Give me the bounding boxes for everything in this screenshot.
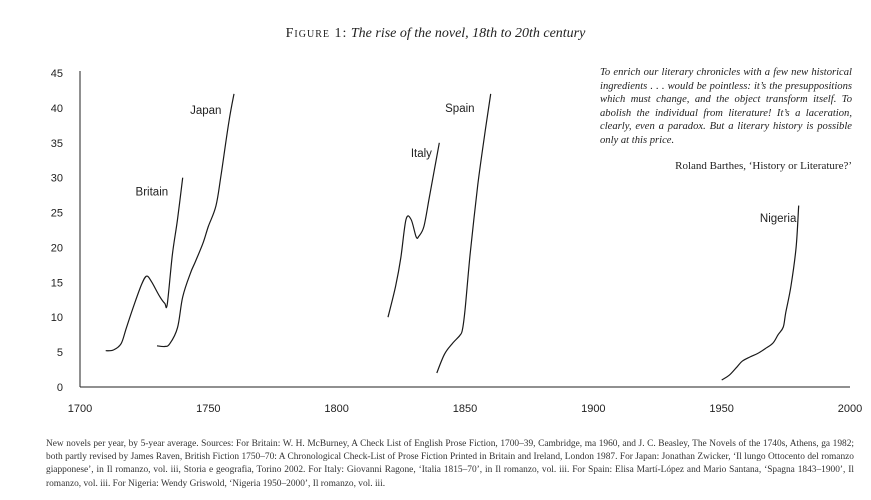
series-label-japan: Japan [190, 105, 221, 117]
figure-title-text: The rise of the novel, 18th to 20th cent… [350, 26, 586, 41]
y-tick-label: 35 [51, 138, 63, 150]
series-line-britain [105, 177, 184, 352]
epigraph-attribution: Roland Barthes, ‘History or Literature?’ [675, 160, 852, 172]
chart: 0 5 10 15 20 25 30 35 40 45 1700 1750 1800 1850 1900 19… [51, 68, 862, 415]
y-tick-label: 45 [51, 68, 63, 80]
series-line-italy [387, 142, 440, 318]
series-label-britain: Britain [136, 187, 169, 199]
series-line-nigeria [721, 205, 800, 381]
figure-label: Figure 1: [285, 26, 348, 41]
y-tick-label: 10 [51, 312, 63, 324]
y-tick-label: 25 [51, 208, 63, 220]
figure-caption: New novels per year, by 5-year average. … [46, 439, 854, 489]
x-tick-label: 1950 [709, 403, 733, 415]
y-tick-label: 30 [51, 173, 63, 185]
y-tick-label: 0 [57, 382, 63, 394]
series-line-japan [156, 93, 235, 348]
y-tick-label: 40 [51, 103, 63, 115]
x-tick-label: 1850 [453, 403, 477, 415]
epigraph-quote: To enrich our literary chronicles with a… [600, 67, 852, 146]
figure-title: Figure 1: The rise of the novel, 18th to… [0, 26, 871, 42]
y-tick-label: 15 [51, 277, 63, 289]
x-tick-label: 1700 [68, 403, 92, 415]
y-tick-label: 5 [57, 347, 63, 359]
x-tick-label: 2000 [838, 403, 862, 415]
series-label-spain: Spain [445, 103, 474, 115]
y-tick-label: 20 [51, 242, 63, 254]
series-label-italy: Italy [411, 148, 432, 160]
series-label-nigeria: Nigeria [760, 213, 797, 225]
x-tick-label: 1900 [581, 403, 605, 415]
x-tick-label: 1750 [196, 403, 220, 415]
x-tick-label: 1800 [324, 403, 348, 415]
series-line-spain [436, 93, 492, 374]
